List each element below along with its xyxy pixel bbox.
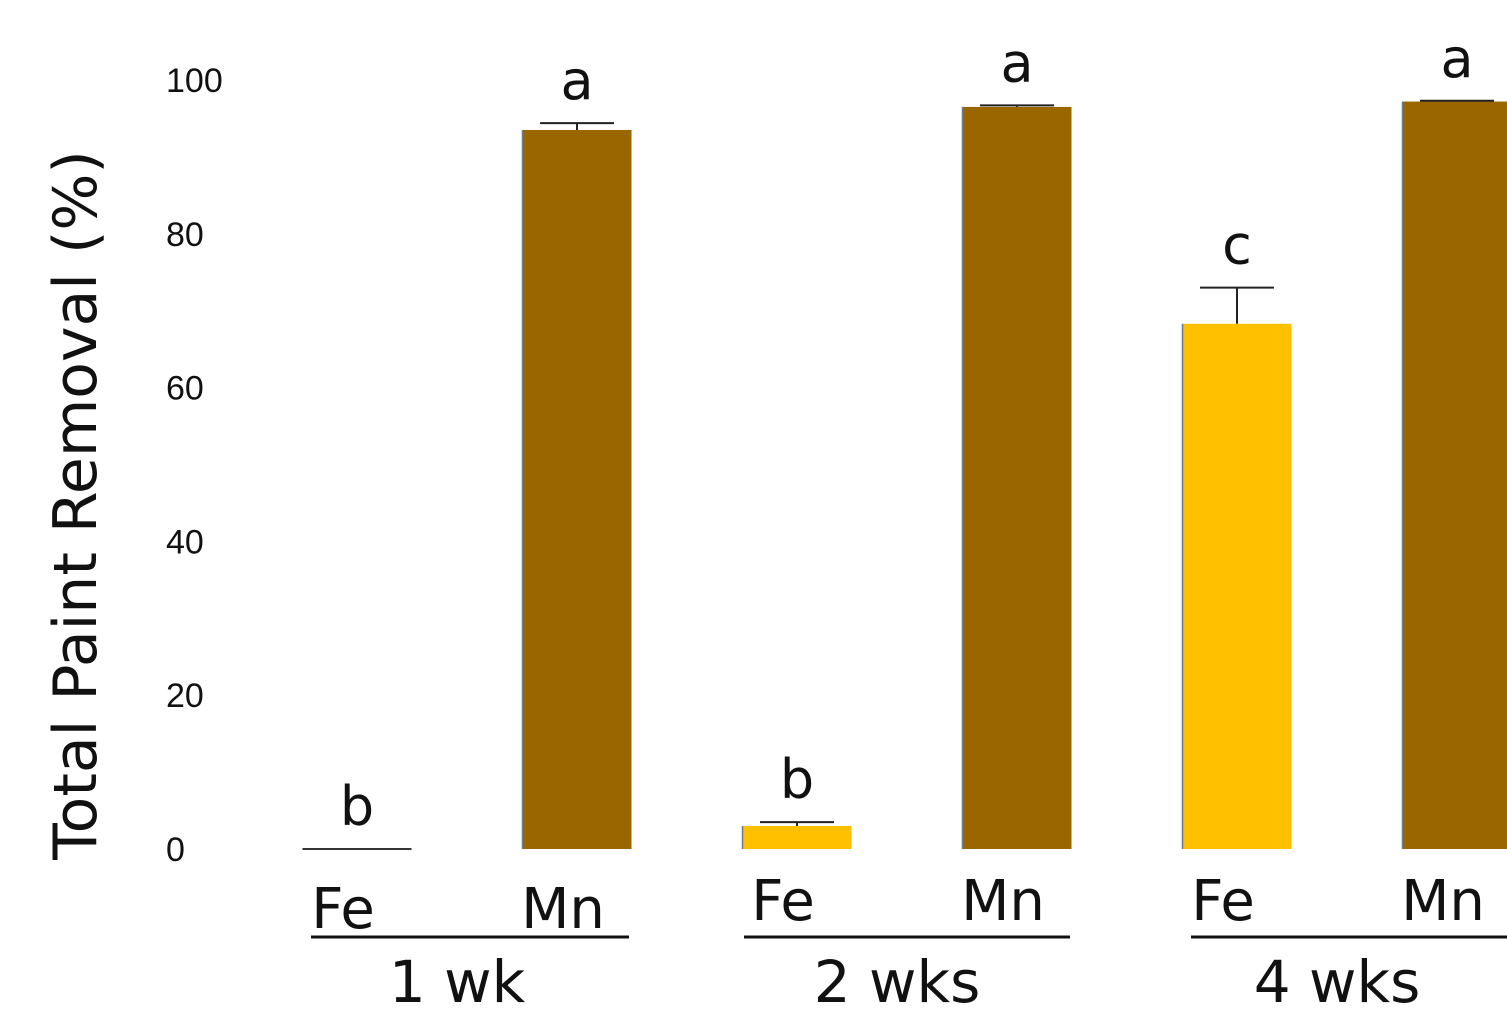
y-axis-ticks: 0 20 40 60 80 100: [166, 62, 223, 869]
significance-letter: a: [1000, 31, 1033, 94]
significance-letter: b: [340, 775, 374, 838]
category-label: Mn: [961, 869, 1045, 934]
y-tick-label: 80: [166, 216, 204, 254]
bar-mn-2-wks: [962, 106, 1072, 850]
y-tick-label: 60: [166, 370, 204, 408]
y-tick-label: 40: [166, 523, 204, 561]
bar-fe-4-wks: [1182, 323, 1292, 849]
significance-letter: a: [560, 49, 593, 112]
bar-mn-1-wk: [522, 129, 632, 850]
category-label: Fe: [751, 869, 815, 934]
category-label: Mn: [521, 877, 605, 942]
y-axis-title: Total Paint Removal (%): [41, 150, 111, 861]
bars-layer: b a b a c a: [302, 27, 1507, 850]
category-label: Mn: [1401, 869, 1485, 934]
significance-letter: c: [1222, 214, 1252, 277]
category-label: Fe: [1191, 869, 1255, 934]
bar-mn-4-wks: [1402, 101, 1507, 850]
bar-fe-2-wks: [742, 825, 852, 849]
y-tick-label: 100: [166, 62, 223, 100]
significance-letter: a: [1440, 27, 1473, 90]
group-label: 2 wks: [814, 948, 981, 1014]
group-label: 4 wks: [1254, 948, 1421, 1014]
significance-letter: b: [780, 748, 814, 811]
group-label: 1 wk: [389, 948, 526, 1014]
y-tick-label: 0: [166, 831, 185, 869]
category-label: Fe: [311, 877, 375, 942]
y-tick-label: 20: [166, 677, 204, 715]
